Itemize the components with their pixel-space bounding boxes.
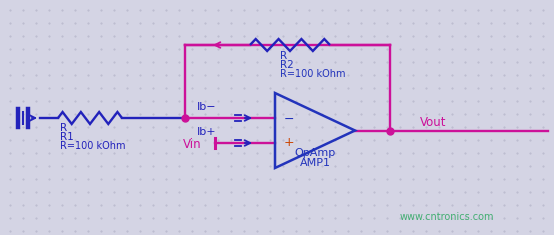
Text: +: + (284, 136, 295, 149)
Text: R2: R2 (280, 60, 294, 70)
Text: www.cntronics.com: www.cntronics.com (400, 212, 495, 222)
Text: Vin: Vin (183, 137, 202, 150)
Text: R: R (280, 51, 287, 61)
Text: R: R (60, 123, 67, 133)
Text: Ib+: Ib+ (197, 127, 217, 137)
Text: R1: R1 (60, 132, 74, 142)
Text: −: − (284, 113, 295, 125)
Text: Ib−: Ib− (197, 102, 217, 112)
Text: AMP1: AMP1 (300, 157, 331, 168)
Text: Vout: Vout (420, 115, 447, 129)
Text: R=100 kOhm: R=100 kOhm (280, 69, 346, 79)
Text: OpAmp: OpAmp (294, 149, 336, 158)
Text: R=100 kOhm: R=100 kOhm (60, 141, 126, 151)
